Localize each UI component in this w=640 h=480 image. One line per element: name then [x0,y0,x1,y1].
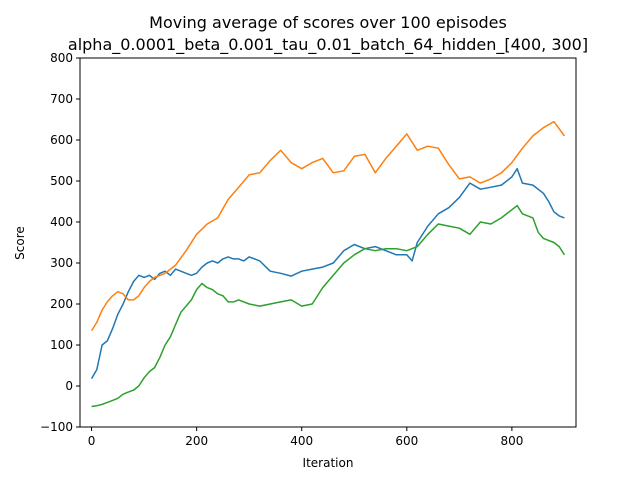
y-tick-label: 800 [50,51,73,65]
y-tick-label: 100 [50,338,73,352]
y-tick-label: 200 [50,297,73,311]
y-tick-label: −100 [40,420,73,434]
x-axis: 0 200 400 600 800 [88,427,523,448]
series-layer [90,120,566,408]
plot-frame [79,57,577,428]
y-axis-label: Score [13,226,27,260]
chart-title: Moving average of scores over 100 episod… [149,13,507,32]
y-axis: −100 0 100 200 300 400 500 600 700 800 [40,51,80,434]
y-tick-label: 300 [50,256,73,270]
x-axis-label: Iteration [303,456,354,470]
y-tick-label: 600 [50,133,73,147]
series-line-3 [91,204,566,408]
x-tick-label: 800 [500,434,523,448]
series-line-2 [90,120,566,332]
x-tick-label: 400 [290,434,313,448]
series-line-1 [90,167,565,379]
y-tick-label: 700 [50,92,73,106]
x-tick-label: 200 [185,434,208,448]
y-tick-label: 500 [50,174,73,188]
y-tick-label: 0 [65,379,73,393]
x-tick-label: 0 [88,434,96,448]
chart-subtitle: alpha_0.0001_beta_0.001_tau_0.01_batch_6… [68,35,588,55]
x-tick-label: 600 [395,434,418,448]
y-tick-label: 400 [50,215,73,229]
